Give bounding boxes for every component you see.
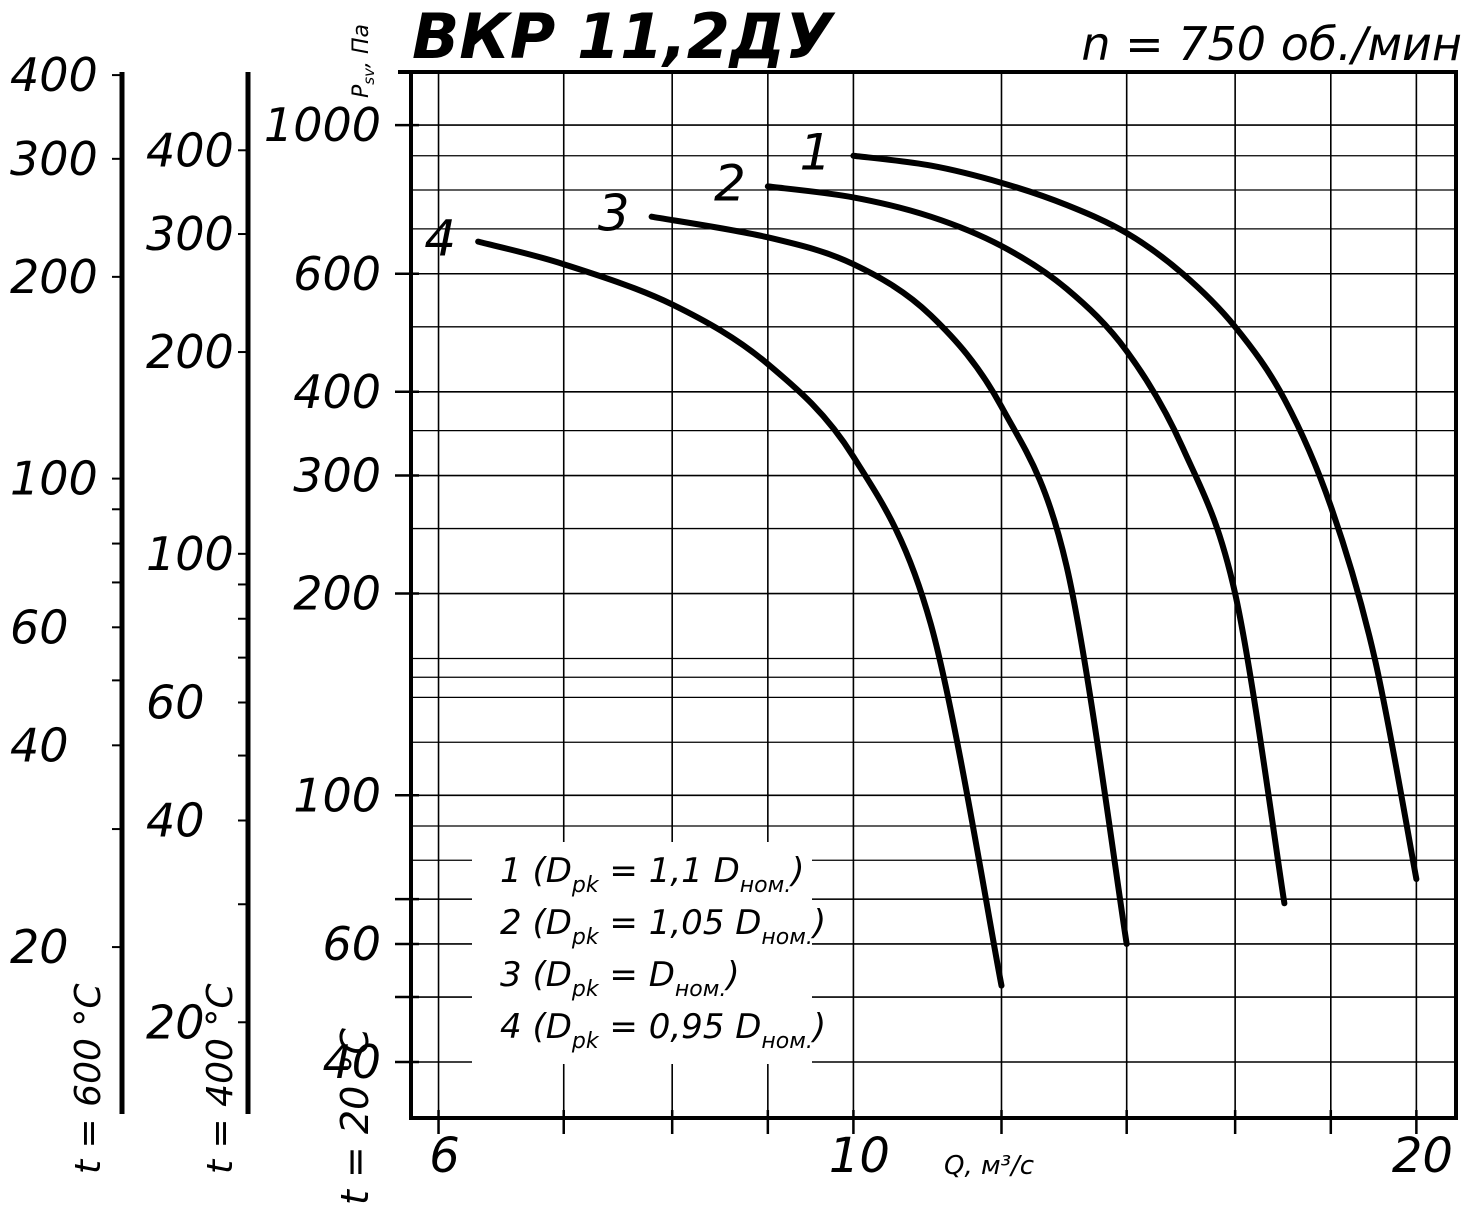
legend-item-part: ном. — [740, 873, 791, 898]
aux-axis-tick-label-0-6: 20 — [10, 920, 69, 974]
y-tick-label-7: 40 — [322, 1035, 381, 1089]
aux-axis-tick-label-1-0: 400 — [146, 123, 234, 177]
aux-axis-tick-label-1-5: 40 — [146, 794, 205, 848]
y-tick-label-6: 60 — [322, 917, 381, 971]
aux-axis-tick-label-0-2: 200 — [10, 250, 98, 304]
aux-axis-tick-label-1-3: 100 — [146, 527, 234, 581]
chart-subtitle: n = 750 об./мин — [1081, 17, 1462, 71]
y-axis-label: Psv, Па — [349, 24, 378, 98]
aux-axis-tick-label-1-6: 20 — [146, 995, 205, 1049]
y-tick-label-2: 400 — [293, 365, 381, 419]
curve-label-2: 2 — [714, 154, 746, 212]
aux-axis-tick-label-0-3: 100 — [10, 452, 98, 506]
y-axis-label-sub: sv — [360, 67, 378, 85]
aux-axis-tick-label-0-4: 60 — [10, 600, 69, 654]
legend-item-part: ) — [810, 903, 826, 943]
curve-label-4: 4 — [424, 210, 456, 268]
plot-frame — [395, 70, 1458, 1134]
y-axis-label-unit: , Па — [349, 24, 374, 68]
series-curve-2 — [764, 183, 1288, 907]
legend-item-part: pk — [571, 925, 600, 950]
y-axis-label-main: P — [349, 84, 374, 98]
series-curve-3 — [648, 213, 1130, 947]
legend-item-2: 2 (Dpk = 1,05 Dном.) — [500, 903, 826, 950]
chart-labels: 1000 600 400 300 200 100 60 40 6 10 20 12 3 4 — [264, 98, 1453, 1184]
aux-axis-label-1: t = 400 °C — [200, 983, 241, 1174]
legend-item-part: pk — [571, 977, 600, 1002]
aux-axis-tick-label-0-0: 400 — [10, 48, 98, 102]
legend-item-1: 1 (Dpk = 1,1 Dном.) — [500, 851, 804, 898]
legend-item-part: 1 (D — [500, 851, 572, 891]
series-curves — [475, 152, 1420, 989]
legend-item-part: ) — [788, 851, 804, 891]
y-tick-label-3: 300 — [293, 449, 381, 503]
legend-item-part: 3 (D — [500, 955, 572, 995]
main-temperature-label: t = 20 °C — [333, 1028, 377, 1205]
y-tick-label-1: 600 — [293, 247, 381, 301]
legend-item-4: 4 (Dpk = 0,95 Dном.) — [500, 1007, 826, 1054]
legend-background — [472, 842, 812, 1064]
chart-title: ВКР 11,2ДУ — [412, 0, 836, 73]
legend-item-3: 3 (Dpk = Dном.) — [500, 955, 740, 1002]
aux-axis-label-0: t = 600 °C — [68, 983, 109, 1174]
series-curve-4 — [475, 238, 1005, 989]
legend-item-part: 4 (D — [500, 1007, 572, 1047]
legend-item-part: = D — [599, 955, 675, 995]
aux-axis-tick-label-1-1: 300 — [146, 207, 234, 261]
aux-axis-tick-label-0-1: 300 — [10, 132, 98, 186]
curve-label-1: 1 — [800, 124, 832, 182]
curve-label-3: 3 — [598, 185, 630, 243]
y-tick-label-5: 100 — [293, 768, 381, 822]
aux-axis-tick-label-0-5: 40 — [10, 718, 69, 772]
legend-item-part: ) — [810, 1007, 826, 1047]
legend-item-part: ном. — [761, 925, 812, 950]
legend-item-part: ) — [723, 955, 739, 995]
legend-item-part: ном. — [675, 977, 726, 1002]
aux-axis-tick-label-1-4: 60 — [146, 675, 205, 729]
x-tick-label-0: 6 — [429, 1128, 460, 1184]
legend-item-part: = 1,05 D — [599, 903, 762, 943]
x-tick-label-2: 20 — [1392, 1128, 1453, 1184]
legend-item-part: 2 (D — [500, 903, 572, 943]
legend-item-part: ном. — [761, 1029, 812, 1054]
legend-item-part: pk — [571, 873, 600, 898]
legend: 1 (Dpk = 1,1 Dном.)2 (Dpk = 1,05 Dном.)3… — [472, 842, 826, 1064]
x-tick-label-1: 10 — [829, 1128, 890, 1184]
x-axis-label: Q, м³/с — [944, 1151, 1034, 1181]
y-tick-label-4: 200 — [293, 567, 381, 621]
legend-item-part: = 0,95 D — [599, 1007, 762, 1047]
series-curve-1 — [850, 152, 1420, 883]
y-tick-label-0: 1000 — [264, 98, 381, 152]
temperature-axes: 400 300 200 100 60 40 20 t = 600 °C 400 300 200 100… — [10, 48, 251, 1174]
aux-axis-tick-label-1-2: 200 — [146, 325, 234, 379]
legend-item-part: = 1,1 D — [599, 851, 740, 891]
legend-item-part: pk — [571, 1029, 600, 1054]
